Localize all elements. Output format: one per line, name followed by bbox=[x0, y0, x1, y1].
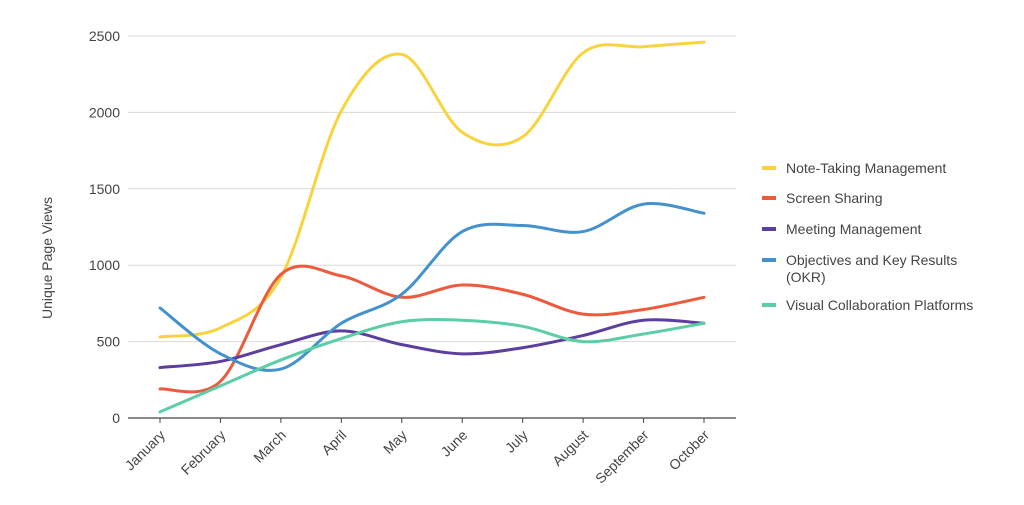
x-tick-label: July bbox=[502, 427, 531, 456]
x-tick-label: September bbox=[592, 427, 652, 487]
series-line-3 bbox=[158, 202, 706, 372]
y-axis-title: Unique Page Views bbox=[39, 197, 55, 319]
legend-label: Screen Sharing bbox=[786, 190, 883, 206]
legend-label: Visual Collaboration Platforms bbox=[786, 297, 973, 313]
legend: Note-Taking Management Screen Sharing Meet… bbox=[762, 160, 973, 313]
y-tick-label: 500 bbox=[97, 334, 121, 350]
series-line-1 bbox=[158, 264, 706, 394]
x-tick-label: May bbox=[380, 427, 410, 457]
legend-label: Objectives and Key Results (OKR) bbox=[786, 252, 957, 285]
legend-label: Note-Taking Management bbox=[786, 160, 946, 176]
y-tick-label: 1500 bbox=[89, 181, 120, 197]
legend-swatch bbox=[762, 258, 776, 262]
legend-swatch bbox=[762, 303, 776, 307]
x-tick-label: October bbox=[666, 427, 713, 474]
series-line-2 bbox=[158, 318, 706, 370]
y-tick-label: 2500 bbox=[89, 28, 120, 44]
x-tick-label: June bbox=[438, 427, 471, 460]
x-tick-label: March bbox=[250, 427, 289, 466]
y-tick-label: 2000 bbox=[89, 104, 120, 120]
legend-swatch bbox=[762, 196, 776, 200]
y-tick-label: 0 bbox=[112, 410, 120, 426]
series-lines bbox=[158, 40, 706, 414]
legend-swatch bbox=[762, 227, 776, 231]
x-tick-label: January bbox=[122, 427, 169, 474]
x-tick-label: April bbox=[318, 427, 349, 458]
legend-swatch bbox=[762, 166, 776, 170]
x-tick-label: February bbox=[178, 427, 229, 478]
gridlines bbox=[128, 35, 736, 343]
x-tick-label: August bbox=[549, 427, 591, 469]
axes: 0 500 1000 1500 2000 2500 January February March… bbox=[89, 28, 736, 487]
y-tick-label: 1000 bbox=[89, 257, 120, 273]
series-line-4 bbox=[158, 318, 706, 414]
legend-label: Meeting Management bbox=[786, 221, 922, 237]
